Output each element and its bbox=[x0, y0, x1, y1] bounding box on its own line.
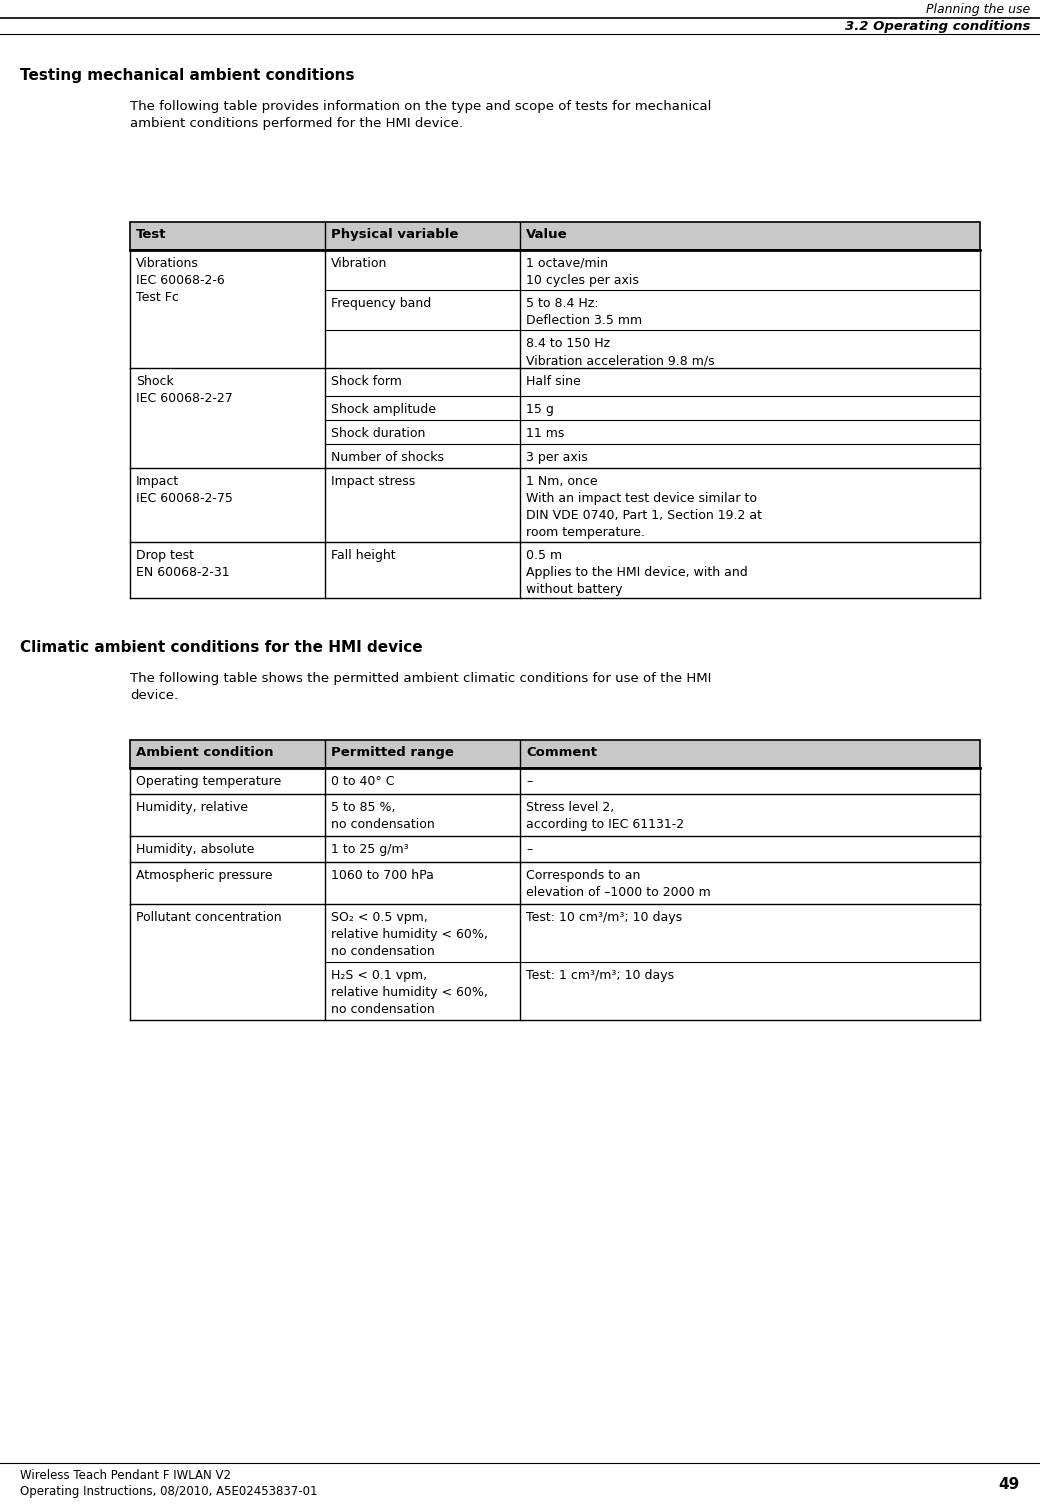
Text: Frequency band: Frequency band bbox=[331, 297, 432, 309]
Text: Shock amplitude: Shock amplitude bbox=[331, 403, 436, 416]
Text: Testing mechanical ambient conditions: Testing mechanical ambient conditions bbox=[20, 68, 355, 83]
Text: Drop test
EN 60068-2-31: Drop test EN 60068-2-31 bbox=[136, 549, 230, 579]
Bar bbox=[130, 542, 980, 598]
Text: 11 ms: 11 ms bbox=[526, 427, 565, 441]
Text: Shock
IEC 60068-2-27: Shock IEC 60068-2-27 bbox=[136, 376, 233, 404]
Text: 8.4 to 150 Hz
Vibration acceleration 9.8 m/s: 8.4 to 150 Hz Vibration acceleration 9.8… bbox=[526, 337, 714, 367]
Text: Shock duration: Shock duration bbox=[331, 427, 425, 441]
Text: Vibration: Vibration bbox=[331, 257, 387, 270]
Text: Half sine: Half sine bbox=[526, 376, 580, 388]
Text: Test: 10 cm³/m³; 10 days: Test: 10 cm³/m³; 10 days bbox=[526, 911, 682, 924]
Bar bbox=[130, 904, 980, 1020]
Bar bbox=[130, 222, 980, 250]
Text: Humidity, absolute: Humidity, absolute bbox=[136, 844, 255, 856]
Text: Operating temperature: Operating temperature bbox=[136, 776, 281, 788]
Text: 49: 49 bbox=[998, 1477, 1020, 1492]
Text: Physical variable: Physical variable bbox=[331, 228, 459, 241]
Text: Test: 1 cm³/m³; 10 days: Test: 1 cm³/m³; 10 days bbox=[526, 969, 674, 982]
Bar bbox=[130, 862, 980, 904]
Text: 1 to 25 g/m³: 1 to 25 g/m³ bbox=[331, 844, 409, 856]
Text: 3.2 Operating conditions: 3.2 Operating conditions bbox=[844, 20, 1030, 33]
Text: SO₂ < 0.5 vpm,
relative humidity < 60%,
no condensation: SO₂ < 0.5 vpm, relative humidity < 60%, … bbox=[331, 911, 488, 958]
Text: Ambient condition: Ambient condition bbox=[136, 745, 274, 759]
Text: Climatic ambient conditions for the HMI device: Climatic ambient conditions for the HMI … bbox=[20, 640, 422, 655]
Text: Comment: Comment bbox=[526, 745, 597, 759]
Bar bbox=[130, 768, 980, 794]
Text: –: – bbox=[526, 776, 532, 788]
Text: The following table shows the permitted ambient climatic conditions for use of t: The following table shows the permitted … bbox=[130, 672, 711, 702]
Bar bbox=[130, 368, 980, 468]
Text: Stress level 2,
according to IEC 61131-2: Stress level 2, according to IEC 61131-2 bbox=[526, 801, 684, 831]
Text: Impact stress: Impact stress bbox=[331, 475, 415, 487]
Text: Humidity, relative: Humidity, relative bbox=[136, 801, 248, 813]
Text: Wireless Teach Pendant F IWLAN V2: Wireless Teach Pendant F IWLAN V2 bbox=[20, 1468, 231, 1482]
Text: Fall height: Fall height bbox=[331, 549, 395, 561]
Text: Number of shocks: Number of shocks bbox=[331, 451, 444, 463]
Text: Pollutant concentration: Pollutant concentration bbox=[136, 911, 282, 924]
Text: Vibrations
IEC 60068-2-6
Test Fc: Vibrations IEC 60068-2-6 Test Fc bbox=[136, 257, 225, 303]
Text: 15 g: 15 g bbox=[526, 403, 554, 416]
Bar bbox=[130, 836, 980, 862]
Text: Planning the use: Planning the use bbox=[926, 3, 1030, 17]
Bar bbox=[130, 739, 980, 768]
Text: Value: Value bbox=[526, 228, 568, 241]
Bar bbox=[130, 794, 980, 836]
Text: Shock form: Shock form bbox=[331, 376, 401, 388]
Text: Corresponds to an
elevation of –1000 to 2000 m: Corresponds to an elevation of –1000 to … bbox=[526, 869, 710, 899]
Text: Test: Test bbox=[136, 228, 166, 241]
Text: Atmospheric pressure: Atmospheric pressure bbox=[136, 869, 272, 881]
Text: 0.5 m
Applies to the HMI device, with and
without battery: 0.5 m Applies to the HMI device, with an… bbox=[526, 549, 748, 596]
Text: 5 to 8.4 Hz:
Deflection 3.5 mm: 5 to 8.4 Hz: Deflection 3.5 mm bbox=[526, 297, 642, 327]
Text: 5 to 85 %,
no condensation: 5 to 85 %, no condensation bbox=[331, 801, 435, 831]
Text: H₂S < 0.1 vpm,
relative humidity < 60%,
no condensation: H₂S < 0.1 vpm, relative humidity < 60%, … bbox=[331, 969, 488, 1016]
Text: 1060 to 700 hPa: 1060 to 700 hPa bbox=[331, 869, 434, 881]
Text: The following table provides information on the type and scope of tests for mech: The following table provides information… bbox=[130, 100, 711, 130]
Text: –: – bbox=[526, 844, 532, 856]
Text: 1 octave/min
10 cycles per axis: 1 octave/min 10 cycles per axis bbox=[526, 257, 639, 287]
Text: Permitted range: Permitted range bbox=[331, 745, 453, 759]
Text: 0 to 40° C: 0 to 40° C bbox=[331, 776, 394, 788]
Text: 1 Nm, once
With an impact test device similar to
DIN VDE 0740, Part 1, Section 1: 1 Nm, once With an impact test device si… bbox=[526, 475, 762, 539]
Text: Operating Instructions, 08/2010, A5E02453837-01: Operating Instructions, 08/2010, A5E0245… bbox=[20, 1485, 317, 1498]
Text: 3 per axis: 3 per axis bbox=[526, 451, 588, 463]
Bar bbox=[130, 250, 980, 368]
Text: Impact
IEC 60068-2-75: Impact IEC 60068-2-75 bbox=[136, 475, 233, 506]
Bar bbox=[130, 468, 980, 542]
